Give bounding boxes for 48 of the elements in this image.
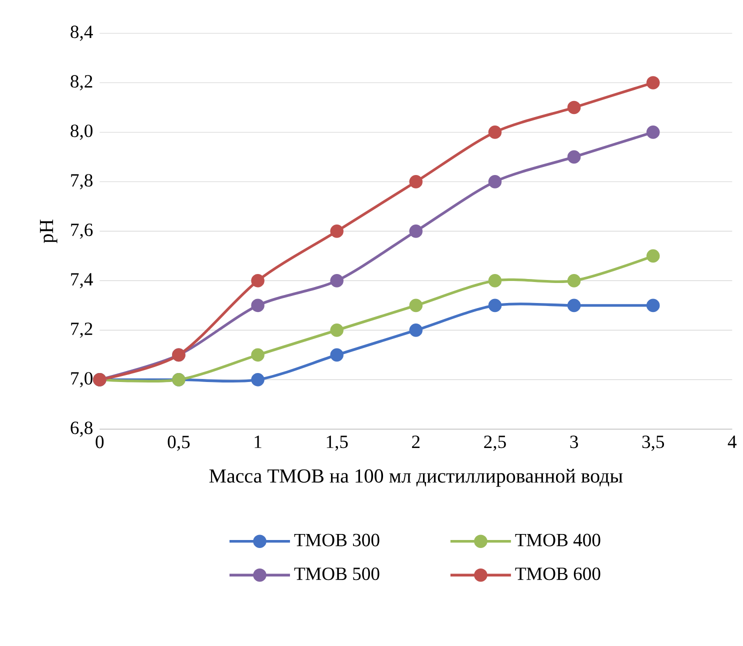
point <box>251 348 264 362</box>
point <box>646 126 660 139</box>
y-tick-label: 8,4 <box>70 26 93 41</box>
x-tick-label: 2 <box>412 436 420 448</box>
point <box>646 298 660 312</box>
x-tick-label: 1 <box>254 436 262 448</box>
point <box>646 76 660 90</box>
point <box>330 348 344 362</box>
x-tick-label: 0 <box>96 436 104 448</box>
y-tick-label: 7,0 <box>71 372 92 388</box>
point <box>488 126 502 139</box>
point <box>567 298 581 312</box>
y-tick-label: 8,0 <box>70 124 92 140</box>
x-tick-label: 2,5 <box>484 436 506 451</box>
y-tick-label: 6,8 <box>70 422 92 437</box>
point <box>488 175 502 188</box>
legend-label: ТМОВ 500 <box>294 568 380 580</box>
point <box>330 324 344 337</box>
y-tick-label: 7,6 <box>71 224 93 239</box>
point <box>488 274 502 288</box>
y-axis-title: pH <box>40 220 58 244</box>
y-tick-label: 7,4 <box>71 273 93 288</box>
point <box>409 298 423 312</box>
point <box>488 298 502 312</box>
point <box>330 224 344 238</box>
y-tick-label: 7,8 <box>71 174 92 190</box>
x-tick-label: 3,5 <box>642 436 664 451</box>
legend-label: ТМОВ 300 <box>294 534 380 546</box>
legend-label: ТМОВ 600 <box>515 568 600 580</box>
x-tick-label: 4 <box>728 436 737 448</box>
point <box>409 324 423 337</box>
legend-label: ТМОВ 400 <box>515 534 600 546</box>
point <box>646 249 660 263</box>
x-tick-label: 0,5 <box>168 436 190 451</box>
point <box>330 274 344 288</box>
x-tick-label: 3 <box>570 436 578 448</box>
y-tick-label: 7,2 <box>71 322 92 338</box>
point <box>251 373 264 386</box>
x-axis-title: Масса ТМОВ на 100 мл дистиллированной воды <box>209 468 623 487</box>
point <box>567 274 581 288</box>
point <box>567 150 581 164</box>
x-tick-label: 1,5 <box>326 436 348 451</box>
y-tick-label: 8,2 <box>70 75 92 90</box>
point <box>567 100 581 114</box>
point <box>251 298 264 312</box>
point <box>409 175 423 188</box>
point <box>409 224 423 238</box>
point <box>251 274 264 288</box>
